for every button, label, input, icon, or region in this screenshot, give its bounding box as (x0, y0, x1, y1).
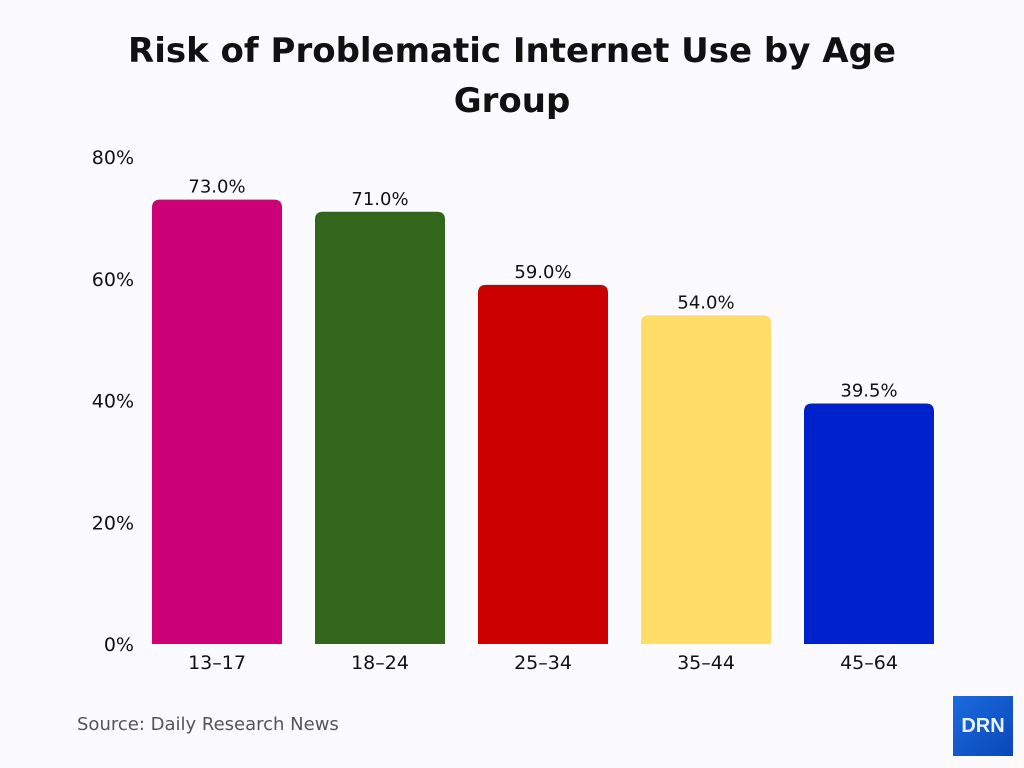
data-label: 73.0% (188, 177, 245, 198)
x-tick-label: 18–24 (351, 652, 409, 674)
bar (315, 211, 445, 644)
x-tick-label: 35–44 (677, 652, 735, 674)
y-tick-label: 0% (104, 634, 134, 656)
bar (804, 403, 934, 644)
chart-title: Risk of Problematic Internet Use by Age … (128, 31, 896, 121)
bar (478, 284, 608, 644)
data-label: 59.0% (514, 262, 571, 283)
logo-text: DRN (961, 714, 1005, 737)
data-label: 39.5% (840, 381, 897, 402)
y-tick-label: 80% (92, 147, 134, 169)
x-tick-label: 25–34 (514, 652, 572, 674)
y-tick-label: 40% (92, 391, 134, 413)
source-note: Source: Daily Research News (77, 714, 339, 735)
x-tick-label: 13–17 (188, 652, 246, 674)
data-label: 71.0% (351, 189, 408, 210)
data-label: 54.0% (677, 292, 734, 313)
bar (152, 199, 282, 645)
x-tick-label: 45–64 (840, 652, 898, 674)
drn-logo: DRN (953, 696, 1013, 756)
bar (641, 315, 771, 644)
y-tick-label: 60% (92, 269, 134, 291)
y-tick-label: 20% (92, 512, 134, 534)
